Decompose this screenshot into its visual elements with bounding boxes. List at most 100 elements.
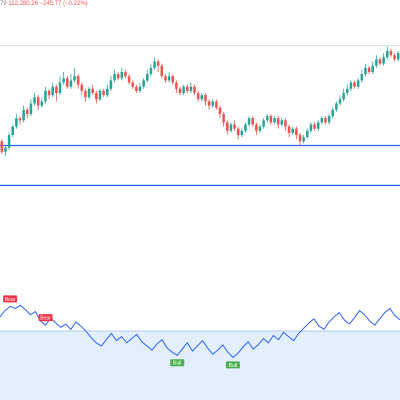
candle-body xyxy=(106,88,109,96)
candle-body xyxy=(353,82,356,87)
candle-body xyxy=(335,103,338,110)
bull-label-box xyxy=(225,361,240,369)
candle-body xyxy=(222,114,225,123)
candle-body xyxy=(160,65,164,77)
candle-body xyxy=(175,82,178,89)
candle-body xyxy=(233,124,236,129)
candle-body xyxy=(182,86,185,93)
candle-body xyxy=(58,82,62,93)
candle-body xyxy=(164,76,167,81)
bear-label: Bear xyxy=(5,297,16,303)
candle-body xyxy=(236,128,240,135)
candle-body xyxy=(396,53,400,60)
candle-body xyxy=(251,118,254,125)
candle-body xyxy=(306,130,309,138)
candle-body xyxy=(40,101,44,106)
candle-body xyxy=(367,67,371,72)
candle-body xyxy=(29,103,33,114)
candle-body xyxy=(371,65,374,72)
candle-body xyxy=(207,101,211,106)
candle-body xyxy=(87,88,91,98)
candle-body xyxy=(189,86,193,91)
candle-body xyxy=(320,118,324,123)
candle-body xyxy=(55,86,58,93)
bull-label: Bull xyxy=(173,361,181,367)
candle-body xyxy=(215,101,218,108)
candle-body xyxy=(331,109,334,117)
candle-body xyxy=(316,122,320,129)
ohlc-fragment: 79 xyxy=(0,1,7,7)
candle-body xyxy=(389,51,393,56)
bull-label-box xyxy=(170,359,185,367)
candle-body xyxy=(156,61,160,66)
candle-body xyxy=(200,95,204,100)
candle-body xyxy=(346,88,349,93)
candle-body xyxy=(280,120,284,125)
candle-body xyxy=(226,122,229,131)
candle-body xyxy=(382,57,385,64)
candle-body xyxy=(360,74,364,81)
candle-body xyxy=(113,74,116,81)
candle-body xyxy=(229,124,233,131)
candle-body xyxy=(22,109,25,121)
close-value: 112,280.26 xyxy=(8,1,38,7)
candle-body xyxy=(255,124,258,131)
bear-label-box xyxy=(38,314,53,322)
candle-body xyxy=(171,76,174,83)
candle-body xyxy=(167,76,171,81)
candle-body xyxy=(309,124,313,131)
candle-body xyxy=(349,82,353,89)
candle-body xyxy=(142,80,145,87)
candle-body xyxy=(109,80,113,89)
candle-body xyxy=(84,90,87,98)
candle-body xyxy=(26,109,29,114)
candle-body xyxy=(7,135,11,148)
candle-body xyxy=(102,90,105,96)
candlestick-pane xyxy=(0,45,400,186)
candle-body xyxy=(11,126,14,135)
candle-body xyxy=(80,84,84,91)
candle-body xyxy=(0,141,4,152)
candle-body xyxy=(98,90,102,100)
candle-body xyxy=(269,116,273,123)
rsi-pane: Bear Bear Bull Bull xyxy=(0,295,400,369)
candle-body xyxy=(364,67,367,75)
candle-body xyxy=(36,97,40,106)
ohlc-readout: 79 112,280.26 −245.77 (−0.22%) xyxy=(0,1,88,7)
candle-body xyxy=(44,90,47,102)
candle-body xyxy=(295,128,298,135)
candle-body xyxy=(324,118,327,123)
candle-body xyxy=(393,55,396,60)
candle-body xyxy=(276,118,280,125)
change-text: −245.77 (−0.22%) xyxy=(39,1,88,7)
candle-body xyxy=(386,51,389,58)
candle-body xyxy=(211,101,214,106)
candle-body xyxy=(258,126,262,131)
candle-body xyxy=(149,67,153,75)
candle-body xyxy=(356,80,360,87)
candle-body xyxy=(313,124,316,129)
candle-body xyxy=(131,82,134,87)
candle-body xyxy=(127,76,131,83)
bull-label: Bull xyxy=(229,363,237,369)
candle-body xyxy=(69,80,73,87)
candle-body xyxy=(120,72,124,79)
candle-body xyxy=(116,74,120,79)
candle-body xyxy=(342,93,345,100)
candle-body xyxy=(291,128,294,133)
candle-body xyxy=(284,120,287,127)
candle-body xyxy=(33,97,36,104)
candle-body xyxy=(18,118,22,121)
candle-body xyxy=(218,107,222,114)
candle-body xyxy=(146,74,149,81)
candle-body xyxy=(196,93,200,100)
candle-body xyxy=(240,130,244,135)
candle-body xyxy=(266,116,269,121)
candle-body xyxy=(193,86,196,93)
candle-body xyxy=(153,61,156,68)
candle-body xyxy=(91,88,94,93)
candle-body xyxy=(327,116,331,123)
candle-body xyxy=(338,99,342,104)
rsi-zone xyxy=(0,331,400,400)
